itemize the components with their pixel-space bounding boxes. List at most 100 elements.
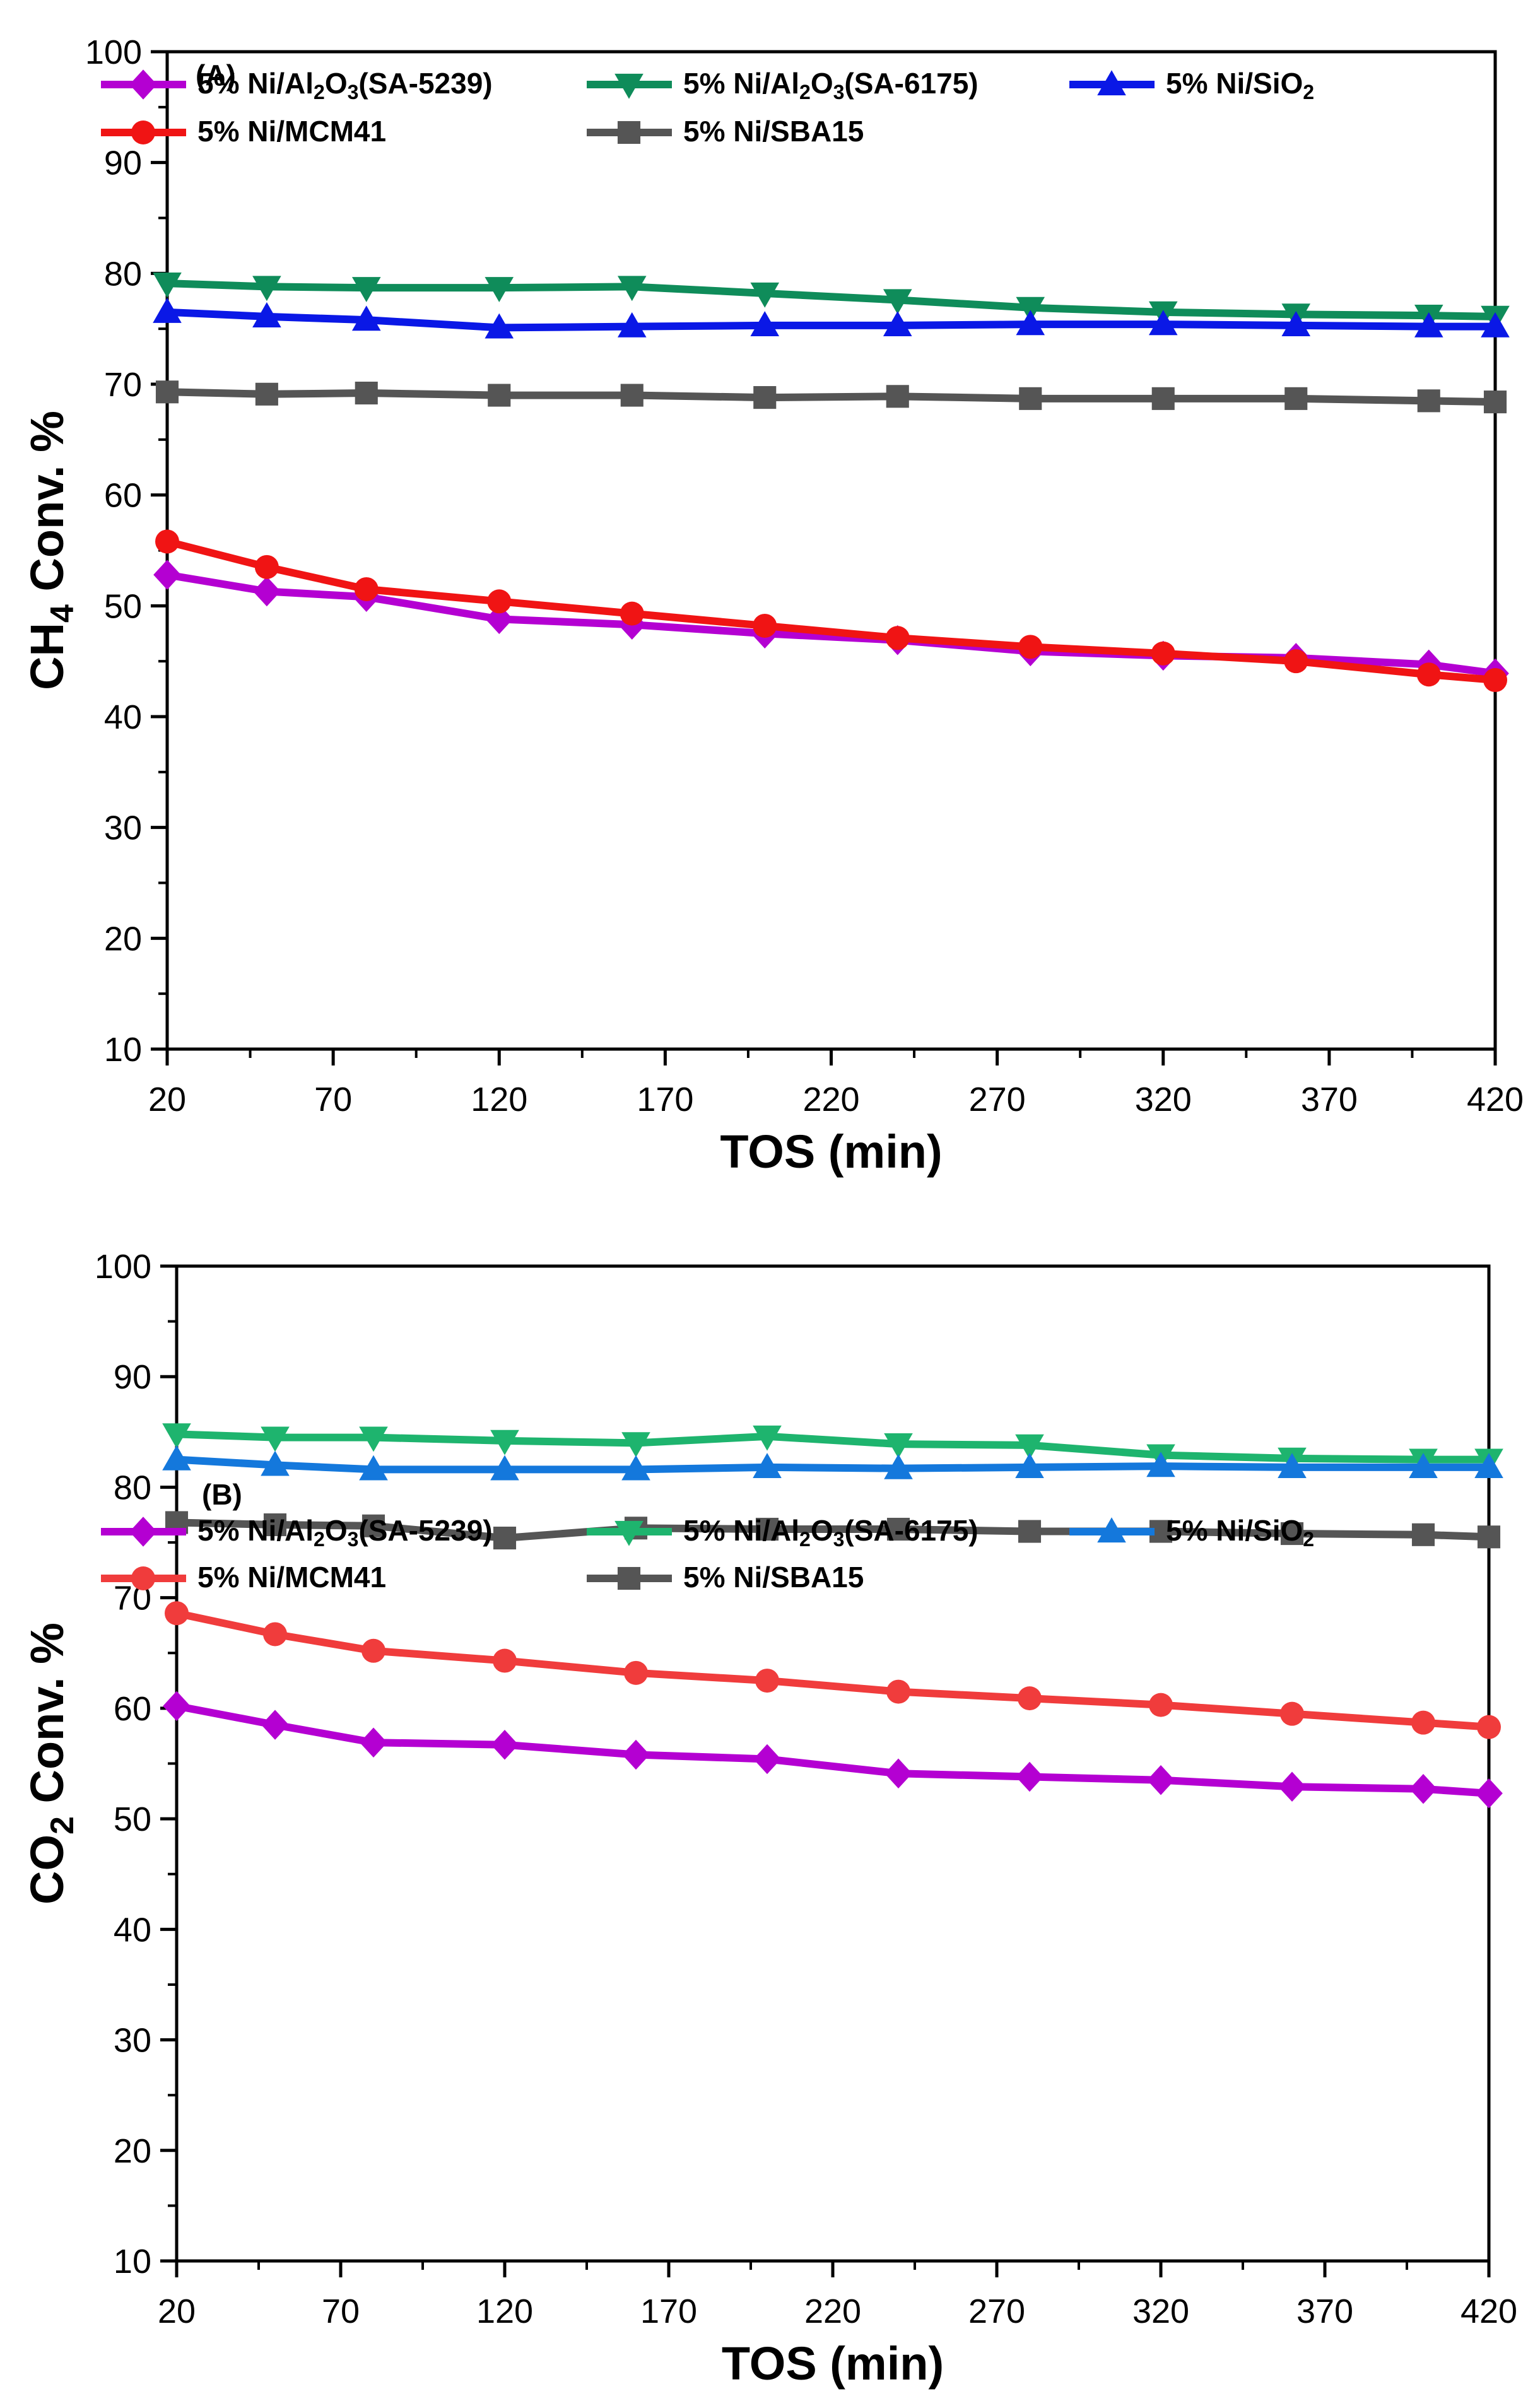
- data-point: [1016, 1761, 1043, 1792]
- x-tick-label: 70: [322, 2292, 360, 2330]
- data-point: [1416, 662, 1441, 687]
- data-point: [885, 1758, 912, 1789]
- data-point: [162, 1423, 191, 1449]
- data-point: [490, 1455, 519, 1481]
- data-point: [487, 589, 512, 614]
- data-point: [750, 311, 780, 336]
- data-point: [155, 529, 179, 554]
- legend-marker: [129, 1517, 157, 1547]
- data-point: [1477, 1525, 1501, 1549]
- data-point: [1018, 1686, 1042, 1711]
- data-point: [620, 384, 644, 407]
- x-tick-label: 70: [314, 1081, 352, 1118]
- series-line: [167, 279, 1496, 320]
- data-point: [1018, 1520, 1042, 1543]
- data-point: [490, 1429, 519, 1455]
- data-point: [1147, 1765, 1175, 1795]
- y-tick-label: 50: [104, 587, 142, 625]
- x-tick-label: 120: [471, 1081, 527, 1118]
- data-point: [1280, 1522, 1304, 1546]
- series-line: [176, 1518, 1490, 1542]
- data-point: [1474, 1453, 1503, 1479]
- x-axis-title: TOS (min): [722, 2337, 944, 2390]
- legend-marker: [617, 1566, 641, 1590]
- data-point: [1475, 1778, 1503, 1809]
- data-point: [621, 1455, 650, 1481]
- legend-label: 5% Ni/Al2O3(SA-6175): [683, 1514, 979, 1551]
- legend-marker: [131, 120, 155, 144]
- data-point: [355, 382, 378, 405]
- data-point: [351, 305, 381, 331]
- data-point: [155, 380, 179, 404]
- legend-entry: 5% Ni/Al2O3(SA-6175): [587, 1514, 979, 1551]
- data-point: [885, 626, 910, 650]
- data-point: [253, 576, 281, 607]
- data-point: [360, 1727, 387, 1758]
- data-point: [263, 1513, 287, 1537]
- panel-a: 20 70 120 170 220 270 320 370 420102030405060708…: [21, 33, 1524, 1178]
- y-tick-label: 90: [104, 144, 142, 182]
- data-point: [1417, 389, 1440, 413]
- data-point: [1411, 1710, 1435, 1735]
- data-point: [255, 382, 278, 406]
- data-point: [491, 1729, 519, 1760]
- x-tick-label: 420: [1467, 1081, 1524, 1118]
- legend-entry: 5% Ni/MCM41: [101, 115, 386, 148]
- series-line: [167, 308, 1495, 332]
- series-5-ni-mcm41: [165, 1601, 1501, 1739]
- x-tick-label: 370: [1296, 2292, 1353, 2330]
- data-point: [153, 560, 181, 590]
- data-point: [153, 273, 182, 298]
- x-tick-label: 220: [802, 1081, 859, 1118]
- data-point: [354, 577, 379, 601]
- data-point: [1411, 1523, 1435, 1546]
- series-line: [175, 1702, 1490, 1797]
- x-tick-label: 170: [640, 2292, 697, 2330]
- data-point: [165, 1601, 189, 1626]
- y-tick-label: 80: [114, 1469, 151, 1506]
- data-point: [1414, 312, 1443, 338]
- data-point: [883, 311, 912, 336]
- data-point: [485, 313, 514, 339]
- legend: 5% Ni/Al2O3(SA-5239) 5% Ni/Al2O3(SA-6175)…: [101, 1514, 1314, 1594]
- data-point: [493, 1648, 517, 1673]
- legend-label: 5% Ni/Al2O3(SA-5239): [197, 1514, 493, 1551]
- legend: 5% Ni/Al2O3(SA-5239) 5% Ni/Al2O3(SA-6175)…: [101, 67, 1314, 148]
- series-5-ni-al2o3-sa-5239-: [163, 1691, 1503, 1809]
- data-point: [1284, 387, 1308, 410]
- data-point: [359, 1455, 388, 1481]
- plot-frame: [165, 50, 1497, 1051]
- y-tick-label: 90: [114, 1358, 151, 1396]
- y-tick-label: 70: [104, 366, 142, 404]
- data-point: [753, 386, 777, 409]
- data-point: [1278, 1771, 1306, 1802]
- data-point: [1018, 635, 1043, 659]
- data-point: [622, 1739, 650, 1770]
- legend-marker: [131, 1566, 155, 1590]
- data-point: [254, 555, 279, 579]
- data-point: [1481, 312, 1510, 338]
- data-point: [621, 1432, 650, 1458]
- series-line: [167, 571, 1496, 678]
- legend-entry: 5% Ni/SBA15: [587, 115, 864, 148]
- legend-entry: 5% Ni/MCM41: [101, 1561, 386, 1594]
- x-tick-label: 20: [148, 1081, 186, 1118]
- legend-marker: [617, 120, 641, 144]
- data-point: [163, 1691, 191, 1722]
- y-tick-label: 10: [114, 2243, 151, 2281]
- data-point: [361, 1514, 385, 1537]
- y-tick-label: 60: [104, 477, 142, 515]
- x-tick-label: 170: [637, 1081, 693, 1118]
- x-tick-label: 220: [804, 2292, 861, 2330]
- legend-entry: 5% Ni/SiO2: [1069, 1514, 1314, 1551]
- data-point: [1151, 387, 1175, 410]
- legend-entry: 5% Ni/SiO2: [1069, 67, 1314, 103]
- legend-marker: [614, 73, 644, 99]
- data-point: [153, 298, 182, 323]
- legend-marker: [129, 69, 157, 100]
- y-tick-label: 40: [114, 1911, 151, 1949]
- legend-entry: 5% Ni/Al2O3(SA-5239): [101, 67, 493, 103]
- data-point: [753, 613, 777, 638]
- series-5-ni-sio2: [153, 298, 1510, 339]
- data-point: [252, 276, 281, 302]
